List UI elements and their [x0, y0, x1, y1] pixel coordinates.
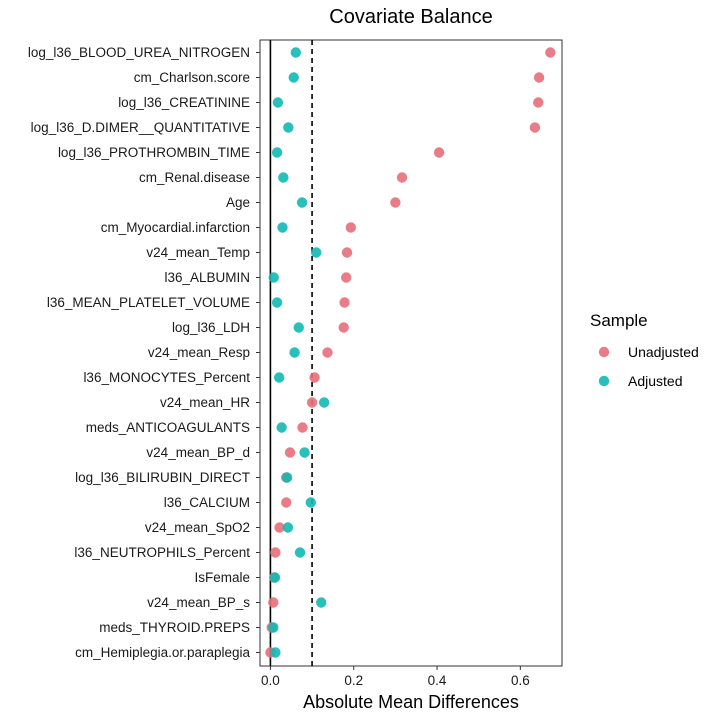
point-unadjusted	[533, 72, 545, 83]
point-unadjusted	[339, 297, 350, 308]
covariate-label: cm_Hemiplegia.or.paraplegia	[75, 645, 250, 660]
point-unadjusted	[341, 247, 353, 258]
point-adjusted	[294, 547, 306, 558]
point-unadjusted	[309, 372, 320, 383]
point-adjusted	[272, 97, 284, 108]
point-adjusted	[316, 597, 327, 608]
point-adjusted	[270, 647, 281, 658]
covariate-label: v24_mean_BP_d	[146, 445, 250, 460]
point-unadjusted	[306, 397, 318, 408]
covariate-label: l36_MONOCYTES_Percent	[83, 370, 250, 385]
covariate-label: log_l36_PROTHROMBIN_TIME	[58, 145, 250, 160]
x-axis: 0.0 0.2 0.4 0.6	[261, 666, 530, 688]
x-tick-label: 0.2	[344, 673, 363, 688]
covariate-label: cm_Charlson.score	[134, 70, 250, 85]
covariate-label: log_l36_LDH	[172, 320, 250, 335]
plot-panel	[259, 39, 563, 667]
point-unadjusted	[390, 197, 401, 208]
covariate-label: v24_mean_BP_s	[147, 595, 250, 610]
covariate-label: log_l36_D.DIMER__QUANTITATIVE	[31, 120, 250, 135]
point-unadjusted	[297, 422, 308, 433]
covariate-label: log_l36_BILIRUBIN_DIRECT	[75, 470, 250, 485]
covariate-label: l36_NEUTROPHILS_Percent	[74, 545, 250, 560]
covariate-label: log_l36_BLOOD_UREA_NITROGEN	[28, 45, 250, 60]
covariate-label: IsFemale	[194, 570, 250, 585]
point-adjusted	[271, 147, 283, 158]
point-adjusted	[278, 172, 289, 183]
legend-key-unadjusted	[598, 346, 610, 358]
point-unadjusted	[322, 347, 333, 358]
point-adjusted	[305, 497, 317, 508]
x-tick-label: 0.6	[511, 673, 530, 688]
point-adjusted	[268, 622, 279, 633]
point-unadjusted	[268, 597, 279, 608]
covariate-label: cm_Renal.disease	[139, 170, 250, 185]
point-adjusted	[299, 447, 310, 458]
point-unadjusted	[341, 272, 352, 283]
covariate-label: cm_Myocardial.infarction	[101, 220, 250, 235]
point-adjusted	[273, 372, 285, 383]
x-tick-label: 0.0	[261, 673, 280, 688]
covariate-label: l36_MEAN_PLATELET_VOLUME	[47, 295, 250, 310]
x-axis-title: Absolute Mean Differences	[303, 692, 519, 712]
covariate-label: l36_ALBUMIN	[164, 270, 250, 285]
covariate-label: v24_mean_HR	[160, 395, 250, 410]
legend-label: Adjusted	[628, 373, 682, 389]
point-adjusted	[271, 297, 283, 308]
legend-key-adjusted	[598, 375, 610, 387]
point-adjusted	[296, 197, 308, 208]
covariate-label: v24_mean_SpO2	[145, 520, 250, 535]
point-adjusted	[293, 322, 304, 333]
point-adjusted	[268, 272, 279, 283]
covariate-labels: log_l36_BLOOD_UREA_NITROGEN cm_Charlson.s…	[28, 45, 260, 660]
legend: Sample Unadjusted Adjusted	[590, 311, 699, 389]
legend-label: Unadjusted	[628, 344, 699, 360]
point-adjusted	[281, 472, 293, 483]
point-unadjusted	[281, 497, 292, 508]
covariate-label: l36_CALCIUM	[164, 495, 250, 510]
data-points	[265, 47, 556, 658]
point-unadjusted	[396, 172, 408, 183]
point-unadjusted	[533, 97, 544, 108]
point-unadjusted	[274, 522, 285, 533]
reference-lines	[269, 40, 313, 666]
point-unadjusted	[338, 322, 349, 333]
point-adjusted	[318, 397, 330, 408]
covariate-label: meds_ANTICOAGULANTS	[86, 420, 250, 435]
covariate-label: v24_mean_Resp	[148, 345, 250, 360]
covariate-label: log_l36_CREATININE	[118, 95, 250, 110]
covariate-label: Age	[226, 195, 250, 210]
chart-title: Covariate Balance	[329, 6, 492, 28]
point-adjusted	[289, 347, 300, 358]
point-unadjusted	[270, 547, 281, 558]
x-tick-label: 0.4	[428, 673, 447, 688]
covariate-label: meds_THYROID.PREPS	[99, 620, 250, 635]
point-unadjusted	[284, 447, 296, 458]
point-unadjusted	[545, 47, 556, 58]
point-adjusted	[290, 47, 302, 58]
point-adjusted	[269, 572, 281, 583]
point-adjusted	[288, 72, 299, 83]
covariate-label: v24_mean_Temp	[146, 245, 250, 260]
point-adjusted	[283, 122, 294, 133]
point-unadjusted	[345, 222, 357, 233]
point-adjusted	[276, 422, 287, 433]
point-unadjusted	[529, 122, 541, 133]
point-unadjusted	[433, 147, 445, 158]
point-adjusted	[311, 247, 322, 258]
point-adjusted	[282, 522, 294, 533]
point-adjusted	[277, 222, 288, 233]
legend-title: Sample	[590, 311, 648, 330]
